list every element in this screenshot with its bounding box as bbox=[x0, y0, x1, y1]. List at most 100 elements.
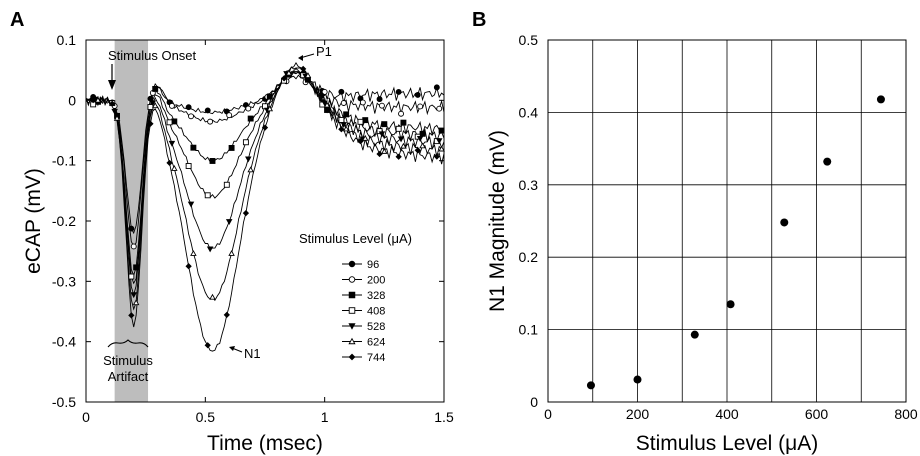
marker-408 bbox=[395, 125, 402, 132]
marker-200 bbox=[378, 102, 385, 109]
legend-marker-328 bbox=[348, 291, 356, 299]
p1-label: P1 bbox=[316, 44, 332, 59]
marker-744 bbox=[242, 209, 250, 217]
x-tick-label-b: 200 bbox=[626, 406, 650, 422]
marker-624 bbox=[285, 69, 293, 76]
stimulus-onset-label: Stimulus Onset bbox=[108, 48, 197, 63]
artifact-brace bbox=[107, 339, 149, 348]
y-tick-label-b: 0 bbox=[530, 394, 538, 410]
x-tick-label-b: 400 bbox=[715, 406, 739, 422]
marker-408 bbox=[357, 118, 364, 125]
data-point bbox=[586, 381, 595, 390]
marker-624 bbox=[342, 125, 350, 132]
marker-528 bbox=[378, 131, 386, 138]
x-tick-label-b: 800 bbox=[894, 406, 918, 422]
marker-528 bbox=[225, 219, 233, 225]
marker-200 bbox=[245, 105, 252, 112]
y-tick-label-b: 0.2 bbox=[519, 249, 539, 265]
legend-marker-744 bbox=[348, 353, 356, 361]
marker-624 bbox=[151, 102, 159, 109]
marker-624 bbox=[171, 165, 178, 171]
marker-328 bbox=[247, 115, 254, 122]
x-axis-label-b: Stimulus Level (μA) bbox=[636, 432, 819, 455]
marker-408 bbox=[223, 181, 230, 188]
stimulus-artifact-label-line2: Artifact bbox=[108, 369, 149, 384]
x-tick-label-b: 0 bbox=[544, 406, 552, 422]
onset-arrowhead bbox=[108, 80, 116, 90]
marker-328 bbox=[190, 144, 197, 151]
y-tick-label-a: -0.1 bbox=[52, 153, 76, 169]
y-tick-label-a: -0.2 bbox=[52, 213, 76, 229]
axis-ticks-a bbox=[85, 39, 445, 403]
legend-title: Stimulus Level (μA) bbox=[299, 231, 412, 246]
y-tick-label-b: 0.3 bbox=[519, 177, 539, 193]
marker-624 bbox=[323, 101, 331, 108]
data-point bbox=[876, 95, 885, 104]
marker-528 bbox=[340, 122, 348, 128]
legend-marker-624 bbox=[348, 337, 356, 345]
legend-label-408: 408 bbox=[367, 306, 385, 318]
marker-744 bbox=[319, 92, 326, 99]
marker-624 bbox=[419, 142, 426, 149]
legend-marker-96 bbox=[348, 260, 356, 268]
marker-96 bbox=[204, 107, 211, 114]
panel-a: A 0 0.5 1 1.5 0.1 0 -0.1 -0.2 -0.3 -0.4 -0.5 Time … bbox=[10, 9, 454, 455]
x-tick-label-a: 1.5 bbox=[434, 409, 454, 425]
marker-528 bbox=[321, 100, 328, 107]
marker-624 bbox=[304, 72, 312, 79]
marker-744 bbox=[414, 147, 421, 154]
marker-328 bbox=[343, 111, 350, 118]
legend-marker-200 bbox=[348, 276, 356, 283]
marker-744 bbox=[261, 124, 269, 131]
marker-744 bbox=[109, 100, 116, 107]
marker-744 bbox=[185, 263, 192, 270]
marker-528 bbox=[111, 108, 118, 115]
y-axis-label-a: eCAP (mV) bbox=[22, 168, 45, 274]
marker-528 bbox=[187, 201, 195, 208]
legend-label-744: 744 bbox=[367, 352, 385, 364]
marker-744 bbox=[433, 153, 440, 160]
marker-408 bbox=[166, 119, 173, 126]
marker-328 bbox=[209, 158, 216, 164]
marker-528 bbox=[168, 140, 176, 147]
marker-200 bbox=[340, 100, 347, 106]
marker-96 bbox=[128, 225, 135, 232]
marker-624 bbox=[209, 293, 216, 300]
data-point bbox=[690, 330, 699, 339]
marker-328 bbox=[362, 117, 369, 124]
tick-labels-b: 0 200 400 600 800 0.5 0.4 0.3 0.2 0.1 0 bbox=[519, 32, 918, 422]
marker-408 bbox=[185, 163, 192, 169]
data-point bbox=[633, 375, 642, 384]
y-tick-label-a: 0 bbox=[68, 92, 76, 108]
legend-label-328: 328 bbox=[367, 290, 385, 302]
y-tick-label-b: 0.4 bbox=[519, 104, 539, 120]
marker-528 bbox=[149, 100, 157, 107]
marker-744 bbox=[204, 342, 211, 349]
marker-328 bbox=[324, 107, 331, 113]
marker-528 bbox=[435, 138, 443, 145]
marker-96 bbox=[395, 89, 402, 95]
marker-744 bbox=[90, 96, 97, 104]
marker-328 bbox=[381, 121, 388, 128]
marker-744 bbox=[376, 150, 383, 158]
panel-b: B 0 200 400 600 800 0.5 0.4 0.3 0.2 0.1 0 Stimulus… bbox=[472, 9, 918, 455]
legend-marker-408 bbox=[348, 307, 356, 314]
marker-328 bbox=[266, 93, 273, 100]
n1-label: N1 bbox=[244, 346, 261, 361]
marker-200 bbox=[168, 102, 175, 109]
marker-200 bbox=[188, 113, 194, 120]
x-tick-label-b: 600 bbox=[805, 406, 829, 422]
marker-96 bbox=[376, 96, 383, 103]
marker-200 bbox=[321, 89, 328, 95]
marker-624 bbox=[113, 114, 121, 121]
marker-408 bbox=[147, 104, 154, 110]
marker-328 bbox=[400, 119, 407, 126]
x-axis-label-a: Time (msec) bbox=[207, 432, 323, 455]
marker-624 bbox=[381, 147, 388, 154]
marker-96 bbox=[338, 88, 345, 95]
marker-328 bbox=[438, 127, 445, 134]
marker-200 bbox=[207, 118, 214, 125]
panel-b-label: B bbox=[472, 9, 486, 31]
marker-744 bbox=[338, 126, 345, 133]
